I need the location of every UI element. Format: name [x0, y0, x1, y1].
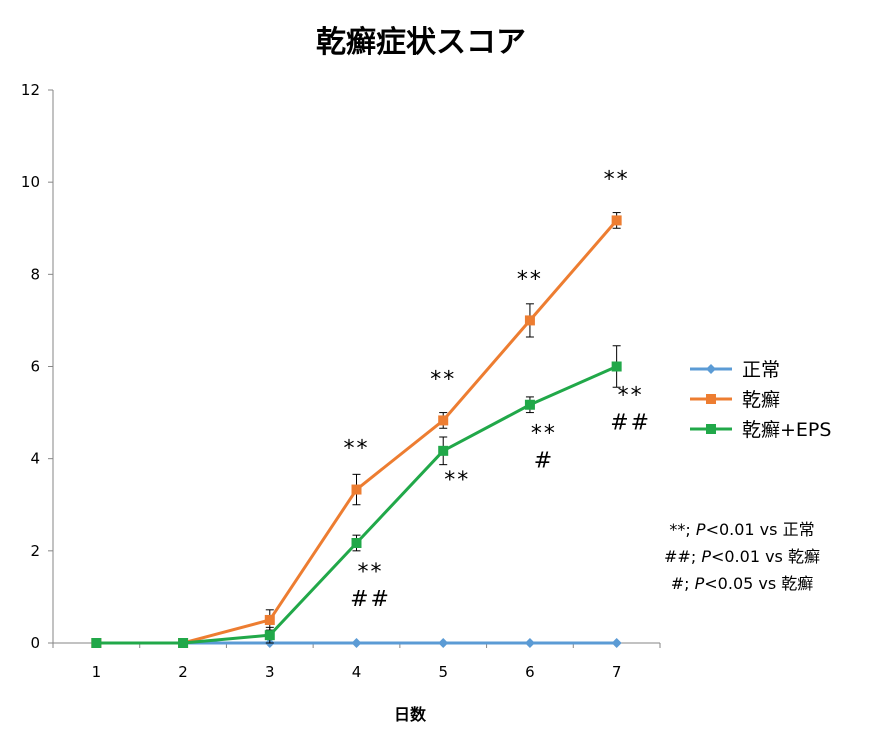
legend-marker	[706, 364, 716, 374]
significance-mark: ##	[610, 411, 651, 436]
legend-label: 正常	[742, 359, 780, 381]
significance-mark: **	[618, 384, 644, 409]
y-tick-label: 2	[30, 542, 40, 560]
significance-note: #; P<0.05 vs 乾癬	[671, 574, 814, 593]
y-tick-label: 6	[30, 358, 40, 376]
data-point	[351, 638, 362, 648]
data-point	[611, 215, 622, 226]
significance-mark: **	[430, 367, 456, 392]
significance-note: ##; P<0.01 vs 乾癬	[664, 547, 820, 566]
legend-marker	[706, 424, 716, 434]
y-tick-label: 12	[21, 81, 40, 99]
data-point	[178, 638, 189, 648]
legend-label: 乾癬+EPS	[742, 419, 831, 441]
legend-label: 乾癬	[742, 389, 780, 411]
significance-note: **; P<0.01 vs 正常	[669, 520, 814, 539]
data-point	[351, 484, 362, 495]
significance-mark: **	[444, 468, 470, 493]
y-tick-label: 10	[21, 173, 40, 191]
x-tick-label: 3	[265, 663, 275, 681]
y-tick-label: 8	[30, 265, 40, 283]
data-point	[264, 614, 275, 625]
data-point	[611, 638, 622, 648]
series-layer	[91, 212, 622, 648]
series-2	[91, 345, 622, 648]
data-point	[524, 399, 535, 410]
chart-title: 乾癬症状スコア	[316, 25, 526, 60]
legend-marker	[706, 394, 716, 404]
data-point	[351, 537, 362, 548]
data-point	[524, 315, 535, 326]
data-point	[91, 638, 102, 648]
data-point	[438, 415, 449, 426]
x-tick-label: 6	[525, 663, 535, 681]
data-point	[264, 630, 275, 641]
significance-notes: **; P<0.01 vs 正常 ##; P<0.01 vs 乾癬 #; P<0.0…	[664, 520, 820, 593]
significance-annotations: **********##****#**##	[344, 167, 651, 612]
x-tick-label: 7	[612, 663, 622, 681]
data-point	[524, 638, 535, 648]
significance-mark: **	[517, 267, 543, 292]
significance-mark: #	[534, 449, 554, 474]
data-point	[611, 361, 622, 372]
significance-mark: **	[344, 437, 370, 462]
x-tick-label: 4	[352, 663, 362, 681]
x-axis-label: 日数	[394, 705, 427, 724]
y-tick-label: 0	[30, 634, 40, 652]
significance-mark: ##	[350, 587, 391, 612]
x-tick-label: 5	[438, 663, 448, 681]
x-tick-label: 2	[178, 663, 188, 681]
data-point	[438, 638, 449, 648]
x-tick-label: 1	[92, 663, 102, 681]
y-tick-label: 4	[30, 450, 40, 468]
significance-mark: **	[531, 422, 557, 447]
significance-mark: **	[358, 560, 384, 585]
significance-mark: **	[604, 167, 630, 192]
data-point	[438, 445, 449, 456]
